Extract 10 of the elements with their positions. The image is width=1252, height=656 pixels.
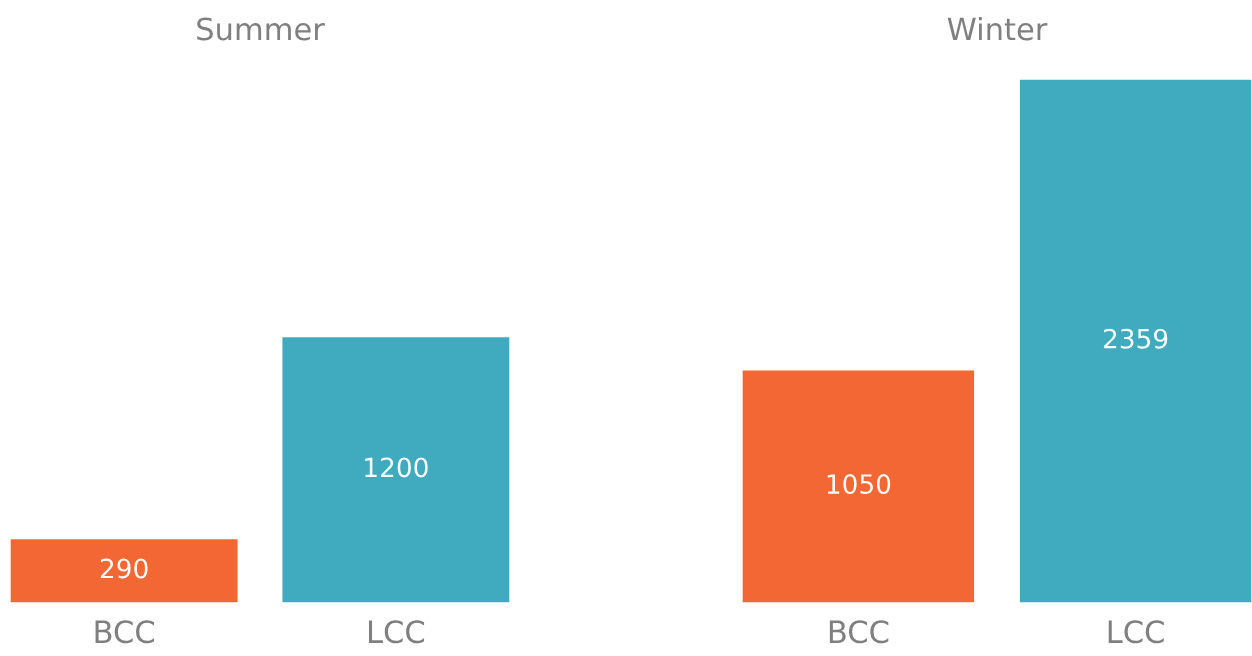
- data-label: 1050: [827, 474, 891, 495]
- data-label: 2359: [1103, 328, 1168, 349]
- x-tick-label: LCC: [1108, 620, 1164, 644]
- chart-title: Summer: [197, 17, 325, 41]
- x-tick-label: BCC: [95, 620, 155, 644]
- x-tick-label: BCC: [829, 620, 889, 644]
- data-label: 290: [100, 558, 148, 579]
- chart-title: Winter: [947, 16, 1048, 41]
- x-tick-label: LCC: [369, 620, 425, 644]
- data-label: 1200: [365, 457, 428, 478]
